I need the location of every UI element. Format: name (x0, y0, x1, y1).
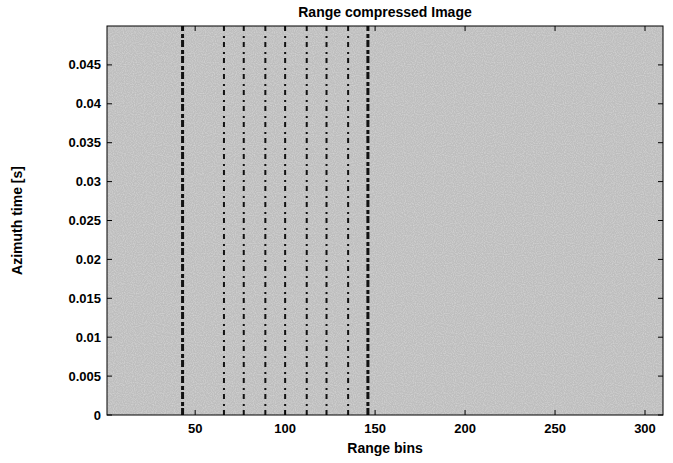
x-tick (645, 410, 646, 415)
y-tick-right (658, 103, 663, 104)
y-tick-label: 0.035 (68, 135, 101, 150)
y-tick (107, 259, 112, 260)
y-tick-right (658, 259, 663, 260)
y-tick-label: 0.03 (76, 174, 101, 189)
frame (107, 26, 663, 415)
y-tick (107, 337, 112, 338)
range-streak (326, 26, 328, 415)
x-tick-top (645, 26, 646, 31)
x-tick-label: 200 (454, 421, 476, 436)
image-texture (107, 26, 663, 415)
x-tick-label: 150 (364, 421, 386, 436)
y-tick-label: 0.04 (76, 96, 102, 111)
range-streak (243, 26, 245, 415)
title: Range compressed Image (298, 4, 472, 20)
x-tick (195, 410, 196, 415)
y-tick-label: 0.01 (76, 330, 101, 345)
y-tick-label: 0.025 (68, 213, 101, 228)
x-tick (465, 410, 466, 415)
x-tick-label: 50 (188, 421, 202, 436)
y-tick-right (658, 220, 663, 221)
y-tick (107, 64, 112, 65)
y-tick-right (658, 415, 663, 416)
y-tick-right (658, 142, 663, 143)
y-tick-right (658, 298, 663, 299)
range-streak (347, 26, 349, 415)
y-axis-label: Azimuth time [s] (9, 166, 25, 275)
y-tick-right (658, 337, 663, 338)
x-tick (375, 410, 376, 415)
x-tick (555, 410, 556, 415)
y-tick (107, 142, 112, 143)
range-streak (306, 26, 308, 415)
y-tick (107, 181, 112, 182)
range-streak (223, 26, 225, 415)
y-tick-right (658, 64, 663, 65)
y-tick (107, 298, 112, 299)
range-streak (284, 26, 286, 415)
x-tick-label: 100 (274, 421, 296, 436)
range-streak (181, 26, 184, 415)
y-tick (107, 220, 112, 221)
y-tick-label: 0.005 (68, 369, 101, 384)
x-tick-top (465, 26, 466, 31)
image-background (107, 26, 663, 415)
y-tick-right (658, 181, 663, 182)
y-tick-right (658, 376, 663, 377)
y-tick (107, 415, 112, 416)
chart: 50 100 150 200 250 300 0 0.005 0.01 0.015 0.02 0.02… (0, 0, 673, 463)
y-tick (107, 376, 112, 377)
y-tick-label: 0 (94, 408, 101, 423)
range-streak (264, 26, 266, 415)
x-axis-label: Range bins (347, 440, 423, 456)
x-tick-label: 300 (634, 421, 656, 436)
y-tick (107, 103, 112, 104)
y-tick-label: 0.02 (76, 252, 101, 267)
y-tick-label: 0.015 (68, 291, 101, 306)
y-tick-label: 0.045 (68, 57, 101, 72)
x-tick-label: 250 (544, 421, 566, 436)
range-streak (366, 26, 369, 415)
x-tick-top (555, 26, 556, 31)
x-tick-top (375, 26, 376, 31)
x-tick-top (285, 26, 286, 31)
x-tick-top (195, 26, 196, 31)
x-tick (285, 410, 286, 415)
